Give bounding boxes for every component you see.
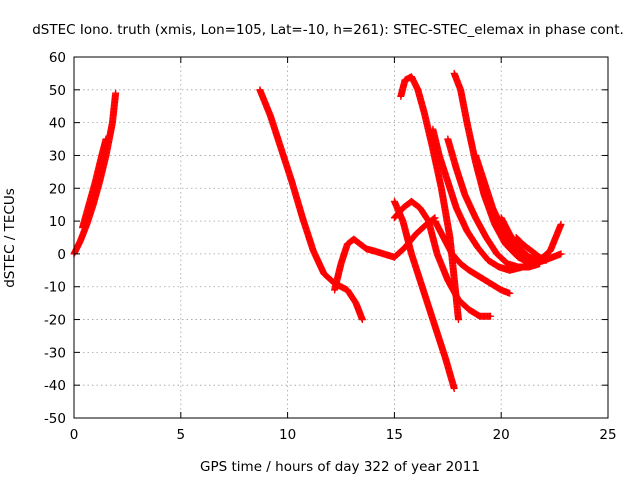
data-points xyxy=(70,69,565,392)
data-point xyxy=(358,316,366,324)
x-tick-label: 25 xyxy=(599,427,616,443)
x-tick-label: 20 xyxy=(493,427,510,443)
x-tick-label: 0 xyxy=(70,427,79,443)
data-point xyxy=(542,256,550,264)
data-series xyxy=(431,217,514,297)
data-series xyxy=(70,89,120,258)
data-series xyxy=(444,135,544,271)
y-tick-label: -20 xyxy=(44,313,66,329)
data-series xyxy=(397,73,462,324)
x-axis-label: GPS time / hours of day 322 of year 2011 xyxy=(200,459,480,475)
data-series xyxy=(429,125,537,274)
x-tick-label: 5 xyxy=(177,427,186,443)
y-tick-label: -10 xyxy=(44,280,66,296)
y-tick-label: 40 xyxy=(49,116,66,132)
x-tick-label: 10 xyxy=(279,427,296,443)
plot-frame xyxy=(73,56,609,419)
y-tick-label: 10 xyxy=(49,214,66,230)
y-axis-label: dSTEC / TECUs xyxy=(2,188,18,288)
grid xyxy=(74,57,608,418)
x-tick-label: 15 xyxy=(386,427,403,443)
y-tick-label: 50 xyxy=(49,83,66,99)
data-point xyxy=(487,312,495,320)
y-tick-label: -40 xyxy=(44,378,66,394)
data-series xyxy=(256,86,366,324)
data-series xyxy=(497,214,565,264)
data-point xyxy=(112,89,120,97)
data-series xyxy=(512,234,550,264)
y-tick-label: -50 xyxy=(44,411,66,427)
y-tick-label: 30 xyxy=(49,148,66,164)
data-point xyxy=(557,220,565,228)
data-point xyxy=(102,135,110,143)
data-point xyxy=(506,289,514,297)
axis-ticks: 0 5 10 15 20 25 -50 -40 -30 -20 -10 0 10 20 30 40 50 60 xyxy=(44,50,617,443)
data-point xyxy=(450,384,458,392)
data-series xyxy=(390,197,495,320)
y-tick-label: 60 xyxy=(49,50,66,66)
data-series xyxy=(79,135,110,232)
y-tick-label: -30 xyxy=(44,345,66,361)
data-point xyxy=(454,316,462,324)
y-tick-label: 20 xyxy=(49,181,66,197)
data-point xyxy=(557,250,565,258)
y-tick-label: 0 xyxy=(57,247,66,263)
chart-title: dSTEC Iono. truth (xmis, Lon=105, Lat=-1… xyxy=(32,22,624,38)
